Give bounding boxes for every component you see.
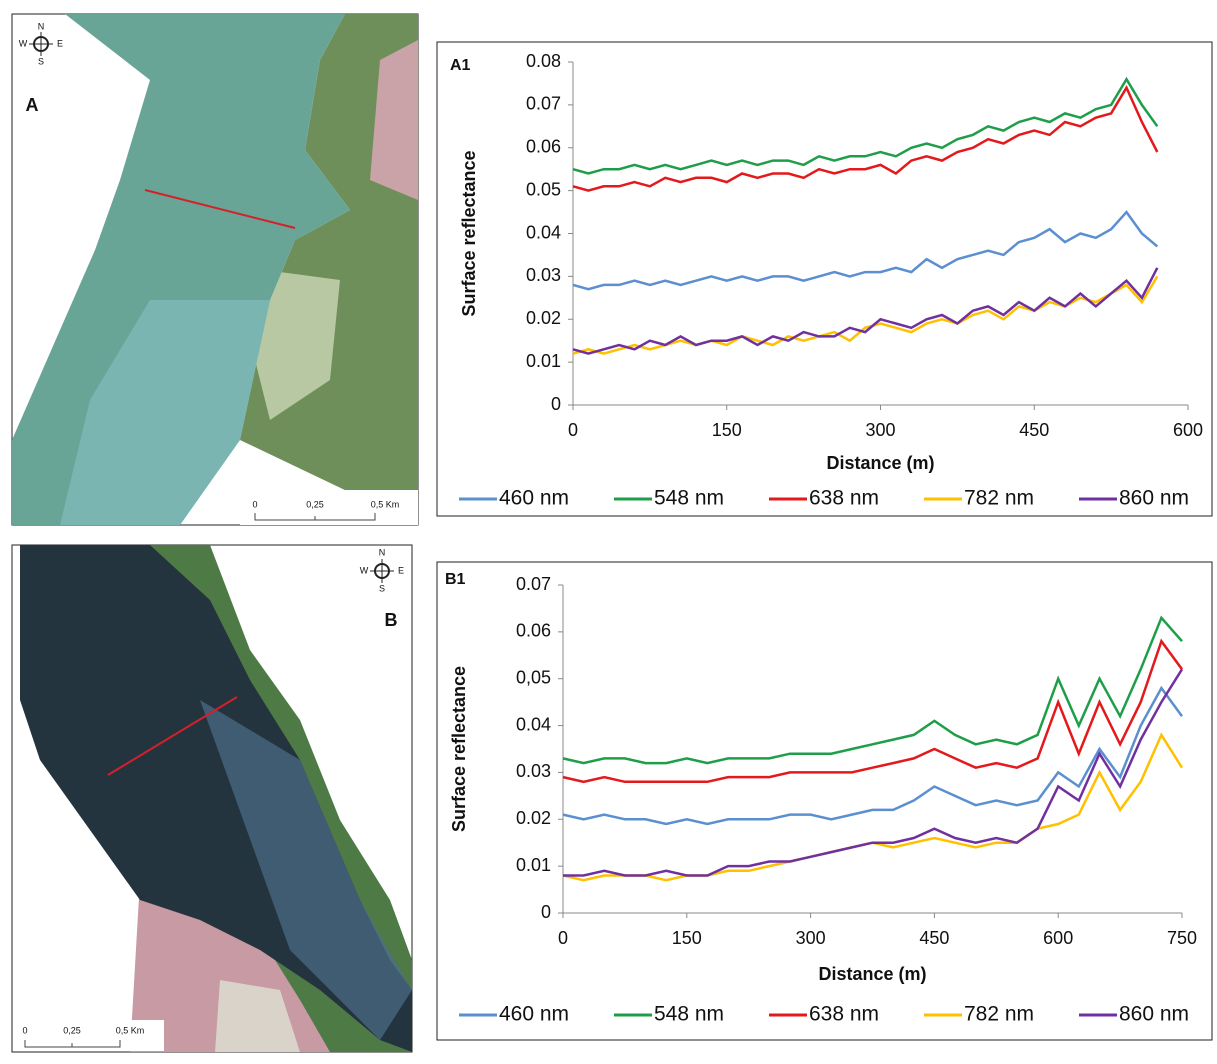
series-line bbox=[562, 732, 1184, 882]
y-tick-label: 0.03 bbox=[526, 265, 561, 285]
series-line bbox=[572, 275, 1159, 355]
legend-label: 638 nm bbox=[809, 487, 879, 510]
compass-label: N bbox=[38, 21, 45, 31]
y-tick-label: 0.01 bbox=[526, 351, 561, 371]
x-axis-title: Distance (m) bbox=[818, 964, 926, 984]
y-tick-label: 0.03 bbox=[516, 761, 551, 781]
y-tick-label: 0,05 bbox=[516, 667, 551, 687]
map-label: A bbox=[26, 95, 39, 115]
transect bbox=[107, 696, 238, 776]
series-line bbox=[572, 85, 1159, 192]
map-a: N S E W A 0 0,25 0,5 Km bbox=[11, 13, 419, 526]
legend-label: 782 nm bbox=[964, 1003, 1034, 1026]
legend-label: 460 nm bbox=[499, 487, 569, 510]
chart-frame bbox=[436, 41, 1213, 517]
x-tick-label: 600 bbox=[1173, 420, 1203, 440]
compass-label: E bbox=[57, 38, 63, 48]
chart-title: B1 bbox=[445, 571, 466, 588]
compass-label: S bbox=[379, 583, 385, 593]
y-tick-label: 0.02 bbox=[526, 308, 561, 328]
y-tick-label: 0.01 bbox=[516, 855, 551, 875]
series-line bbox=[562, 638, 1184, 784]
scale-label: 0 bbox=[22, 1025, 27, 1035]
y-tick-label: 0.02 bbox=[516, 808, 551, 828]
x-axis-title: Distance (m) bbox=[826, 453, 934, 473]
series-line bbox=[572, 76, 1159, 175]
series-line bbox=[572, 267, 1159, 355]
legend-label: 638 nm bbox=[809, 1003, 879, 1026]
x-tick-label: 150 bbox=[712, 420, 742, 440]
compass-label: S bbox=[38, 56, 44, 66]
x-tick-label: 450 bbox=[1019, 420, 1049, 440]
scale-box bbox=[14, 1020, 164, 1051]
legend-label: 860 nm bbox=[1119, 1003, 1189, 1026]
legend-label: 460 nm bbox=[499, 1003, 569, 1026]
town bbox=[215, 980, 300, 1052]
scale-label: 0,25 bbox=[306, 499, 324, 509]
scale-label: 0 bbox=[252, 499, 257, 509]
chart-frame bbox=[436, 561, 1213, 1041]
scale-label: 0,5 Km bbox=[116, 1025, 145, 1035]
x-tick-label: 750 bbox=[1167, 928, 1197, 948]
scale-label: 0,25 bbox=[63, 1025, 81, 1035]
x-tick-label: 450 bbox=[919, 928, 949, 948]
compass-label: W bbox=[360, 565, 369, 575]
x-tick-label: 0 bbox=[558, 928, 568, 948]
river bbox=[200, 700, 412, 1040]
river bbox=[60, 300, 270, 525]
land bbox=[255, 270, 340, 420]
transect bbox=[144, 189, 296, 229]
y-tick-label: 0.07 bbox=[516, 574, 551, 594]
y-axis-title: Surface reflectance bbox=[449, 666, 469, 832]
legend-label: 548 nm bbox=[654, 487, 724, 510]
map-b: N S E W B 0 0,25 0,5 Km bbox=[11, 544, 413, 1053]
legend-label: 782 nm bbox=[964, 487, 1034, 510]
series-line bbox=[563, 668, 1184, 877]
y-tick-label: 0.04 bbox=[526, 222, 561, 242]
compass-label: N bbox=[379, 547, 386, 557]
x-tick-label: 150 bbox=[672, 928, 702, 948]
y-tick-label: 0.08 bbox=[526, 51, 561, 71]
y-tick-label: 0 bbox=[541, 902, 551, 922]
map-label: B bbox=[385, 610, 398, 630]
scale-label: 0,5 Km bbox=[371, 499, 400, 509]
y-tick-label: 0.04 bbox=[516, 714, 551, 734]
x-tick-label: 600 bbox=[1043, 928, 1073, 948]
compass-label: E bbox=[398, 565, 404, 575]
y-axis-title: Surface reflectance bbox=[459, 150, 479, 316]
land bbox=[370, 40, 418, 200]
y-tick-label: 0.07 bbox=[526, 94, 561, 114]
y-tick-label: 0.05 bbox=[526, 179, 561, 199]
x-tick-label: 300 bbox=[796, 928, 826, 948]
chart-title: A1 bbox=[450, 57, 471, 74]
x-tick-label: 300 bbox=[865, 420, 895, 440]
series-line bbox=[562, 615, 1183, 765]
scale-box bbox=[240, 490, 418, 525]
y-tick-label: 0 bbox=[551, 394, 561, 414]
series-line bbox=[562, 685, 1184, 826]
legend-label: 548 nm bbox=[654, 1003, 724, 1026]
x-tick-label: 0 bbox=[568, 420, 578, 440]
series-line bbox=[572, 210, 1159, 291]
compass-label: W bbox=[19, 38, 28, 48]
y-tick-label: 0.06 bbox=[516, 621, 551, 641]
legend-label: 860 nm bbox=[1119, 487, 1189, 510]
y-tick-label: 0.06 bbox=[526, 137, 561, 157]
